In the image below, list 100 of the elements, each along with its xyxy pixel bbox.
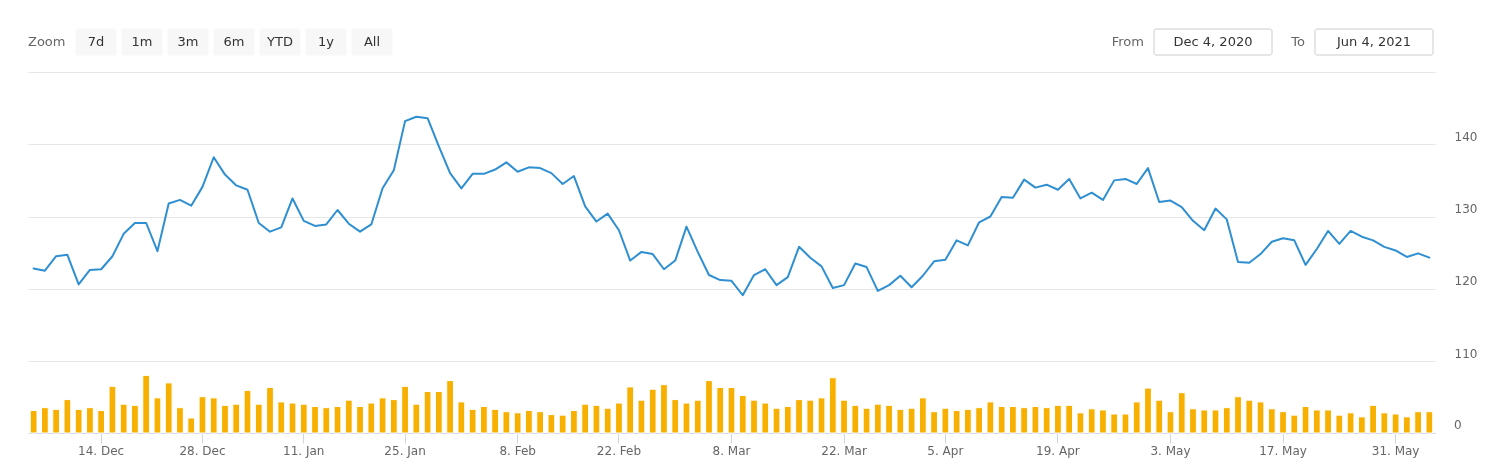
text: 6m: [223, 34, 245, 49]
bar: [232, 403, 241, 434]
bar: [423, 391, 432, 434]
bar: [603, 407, 612, 434]
bar: [29, 410, 38, 434]
bar: [311, 406, 319, 434]
bar: [108, 385, 117, 434]
bar: [615, 402, 623, 434]
bar: [378, 397, 387, 434]
bar: [198, 396, 207, 434]
text: From: [1111, 34, 1144, 49]
bar: [1121, 413, 1130, 434]
bar: [434, 391, 443, 434]
bar: [412, 403, 421, 434]
bar: [1256, 401, 1265, 434]
bar: [243, 389, 252, 434]
bar: [1391, 413, 1400, 434]
bar: [682, 402, 691, 434]
bar: [52, 408, 61, 434]
text: Jun 4, 2021: [1335, 34, 1412, 49]
bar: [1031, 406, 1040, 434]
bar: [930, 411, 938, 434]
bar: [74, 408, 83, 434]
x-tick-label: 22. Mar: [821, 443, 867, 458]
bar: [1042, 407, 1051, 434]
bar: [1177, 392, 1186, 434]
bar: [558, 414, 567, 434]
bar: [952, 410, 961, 434]
text: 1m: [131, 34, 153, 49]
bar: [592, 404, 601, 434]
bar: [1234, 396, 1242, 434]
y-tick-label: 140: [1454, 129, 1478, 144]
bar: [626, 386, 635, 434]
bar: [637, 399, 646, 434]
bar: [187, 417, 196, 434]
bar: [1312, 409, 1321, 434]
bar: [446, 380, 454, 434]
bar: [299, 403, 308, 434]
bar: [693, 399, 702, 434]
bar: [479, 406, 488, 434]
bar: [828, 377, 837, 434]
x-tick-label: 8. Feb: [499, 443, 536, 458]
bar: [1144, 387, 1152, 434]
bar: [491, 408, 499, 434]
bar: [131, 404, 139, 434]
bar: [1357, 416, 1366, 434]
bar: [502, 411, 511, 434]
bar: [986, 401, 995, 434]
bar: [1279, 411, 1287, 434]
bar: [457, 401, 466, 434]
bar: [1200, 409, 1209, 434]
bar: [1076, 412, 1085, 434]
bar: [716, 387, 725, 434]
bar: [660, 384, 668, 434]
bar: [918, 397, 927, 434]
text: 7d: [87, 34, 105, 49]
bar: [1380, 412, 1389, 434]
x-tick-label: 14. Dec: [78, 443, 125, 458]
bar: [806, 399, 815, 434]
bar: [1166, 411, 1175, 434]
text: All: [363, 34, 381, 49]
x-tick-label: 17. May: [1259, 443, 1307, 458]
bar: [1245, 399, 1254, 434]
bar: [1054, 404, 1062, 434]
bar: [367, 402, 376, 434]
bar: [401, 385, 409, 434]
bar: [1402, 416, 1411, 434]
bar: [209, 397, 218, 434]
bar: [63, 399, 72, 434]
bar: [1346, 412, 1355, 434]
bar: [1065, 404, 1074, 434]
bar: [1414, 411, 1422, 434]
bar: [142, 374, 151, 434]
bar: [907, 407, 916, 434]
bar: [1301, 406, 1310, 434]
bar: [221, 404, 229, 434]
y-tick-label: 130: [1454, 202, 1478, 216]
bar: [86, 407, 94, 434]
bar: [277, 401, 286, 434]
bar: [738, 395, 747, 434]
bar: [1324, 409, 1332, 434]
bar: [176, 407, 184, 434]
bar: [1211, 409, 1220, 434]
bar: [333, 406, 342, 434]
x-tick-label: 22. Feb: [596, 443, 642, 458]
x-tick-label: 5. Apr: [927, 443, 964, 458]
bar: [513, 412, 522, 434]
text: 3m: [177, 34, 199, 49]
bar: [840, 399, 848, 434]
bar: [1009, 406, 1017, 434]
bar: [1087, 408, 1096, 434]
bar: [1020, 407, 1029, 434]
bar: [1155, 399, 1164, 434]
bar: [941, 407, 950, 434]
bar: [570, 410, 578, 434]
text: YTD: [266, 34, 293, 49]
bar: [648, 388, 657, 434]
bar: [97, 410, 106, 434]
bar: [536, 411, 545, 434]
bar: [1425, 411, 1434, 434]
